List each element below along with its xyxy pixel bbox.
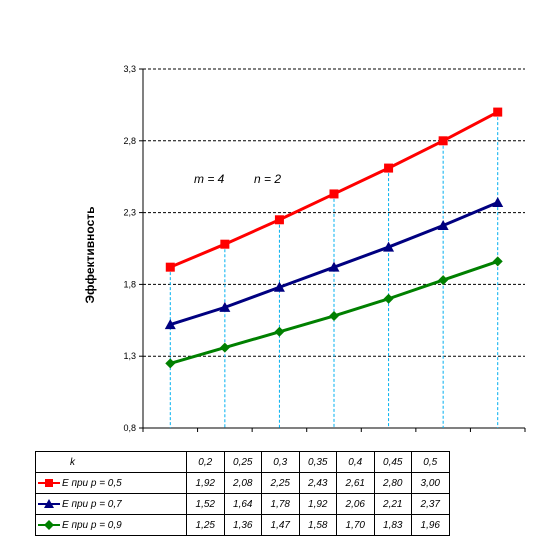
table-value-cell: 1,70 — [336, 514, 375, 536]
table-value-cell: 1,64 — [223, 493, 262, 515]
data-point-marker — [384, 163, 394, 173]
data-point-marker — [383, 241, 395, 252]
table-value-cell: 2,25 — [261, 472, 300, 494]
legend-key-green-diamond-icon — [38, 519, 60, 530]
data-point-marker — [329, 189, 339, 199]
table-value-cell: 2,37 — [411, 493, 450, 515]
legend-label-series-3: E при p = 0,9 — [62, 519, 122, 531]
table-value-cell: 2,61 — [336, 472, 375, 494]
table-value-cell: 1,78 — [261, 493, 300, 515]
table-header-row: k 0,2 0,25 0,3 0,35 0,4 0,45 0,5 — [35, 451, 450, 473]
data-point-marker — [274, 215, 284, 225]
y-tick-label: 1,8 — [123, 279, 136, 289]
legend-cell-series-1: E при p = 0,5 — [35, 472, 187, 494]
y-axis-label: Эффективность — [83, 206, 97, 303]
data-point-marker — [383, 293, 394, 304]
y-tick-label: 3,3 — [123, 64, 136, 74]
grid-lines — [139, 68, 526, 432]
series-lines — [164, 107, 504, 369]
table-row-series-2: E при p = 0,7 1,52 1,64 1,78 1,92 2,06 2… — [35, 493, 450, 515]
table-value-cell: 1,58 — [298, 514, 337, 536]
data-point-marker — [438, 136, 448, 146]
table-header-label: k — [70, 456, 75, 468]
table-value-cell: 1,92 — [298, 493, 337, 515]
table-x-cell: 0,45 — [373, 451, 412, 473]
data-point-marker — [437, 220, 449, 231]
table-value-cell: 1,83 — [373, 514, 412, 536]
legend-key-red-square-icon — [38, 478, 60, 488]
data-table: k 0,2 0,25 0,3 0,35 0,4 0,45 0,5 E при p… — [35, 451, 450, 536]
data-point-marker — [492, 256, 503, 267]
annotation-m: m = 4 — [194, 172, 225, 186]
table-value-cell: 2,43 — [298, 472, 337, 494]
data-point-marker — [220, 239, 230, 249]
table-x-cell: 0,25 — [223, 451, 262, 473]
data-point-marker — [165, 358, 176, 369]
table-value-cell: 1,25 — [186, 514, 225, 536]
data-point-marker — [165, 262, 175, 272]
y-tick-label: 2,8 — [123, 136, 136, 146]
data-point-marker — [493, 107, 503, 117]
data-point-marker — [438, 275, 449, 286]
table-x-cell: 0,35 — [298, 451, 337, 473]
table-row-series-1: E при p = 0,5 1,92 2,08 2,25 2,43 2,61 2… — [35, 472, 450, 494]
data-point-marker — [219, 342, 230, 353]
table-value-cell: 1,36 — [223, 514, 262, 536]
table-x-cell: 0,5 — [411, 451, 450, 473]
y-tick-label: 2,3 — [123, 208, 136, 218]
table-value-cell: 2,06 — [336, 493, 375, 515]
data-point-marker — [328, 261, 340, 272]
table-value-cell: 1,47 — [261, 514, 300, 536]
y-tick-label: 0,8 — [123, 423, 136, 433]
data-point-marker — [219, 301, 231, 312]
data-point-marker — [273, 281, 285, 292]
data-point-marker — [274, 326, 285, 337]
legend-cell-series-2: E при p = 0,7 — [35, 493, 187, 515]
data-point-marker — [164, 319, 176, 330]
table-value-cell: 1,96 — [411, 514, 450, 536]
table-value-cell: 2,80 — [373, 472, 412, 494]
y-tick-label: 1,3 — [123, 351, 136, 361]
table-header-cell: k — [35, 451, 187, 473]
table-value-cell: 2,21 — [373, 493, 412, 515]
data-point-marker — [329, 310, 339, 321]
table-value-cell: 3,00 — [411, 472, 450, 494]
legend-key-navy-triangle-icon — [38, 498, 60, 509]
legend-label-series-2: E при p = 0,7 — [62, 498, 122, 510]
table-value-cell: 2,08 — [223, 472, 262, 494]
table-x-cell: 0,4 — [336, 451, 375, 473]
table-x-cell: 0,3 — [261, 451, 300, 473]
legend-cell-series-3: E при p = 0,9 — [35, 514, 187, 536]
annotation-n: n = 2 — [254, 172, 281, 186]
legend-label-series-1: E при p = 0,5 — [62, 477, 122, 489]
table-value-cell: 1,52 — [186, 493, 225, 515]
table-value-cell: 1,92 — [186, 472, 225, 494]
y-tick-labels: 0,8 1,3 1,8 2,3 2,8 3,3 — [123, 64, 136, 433]
table-row-series-3: E при p = 0,9 1,25 1,36 1,47 1,58 1,70 1… — [35, 514, 450, 536]
table-x-cell: 0,2 — [186, 451, 225, 473]
data-point-marker — [492, 197, 504, 208]
